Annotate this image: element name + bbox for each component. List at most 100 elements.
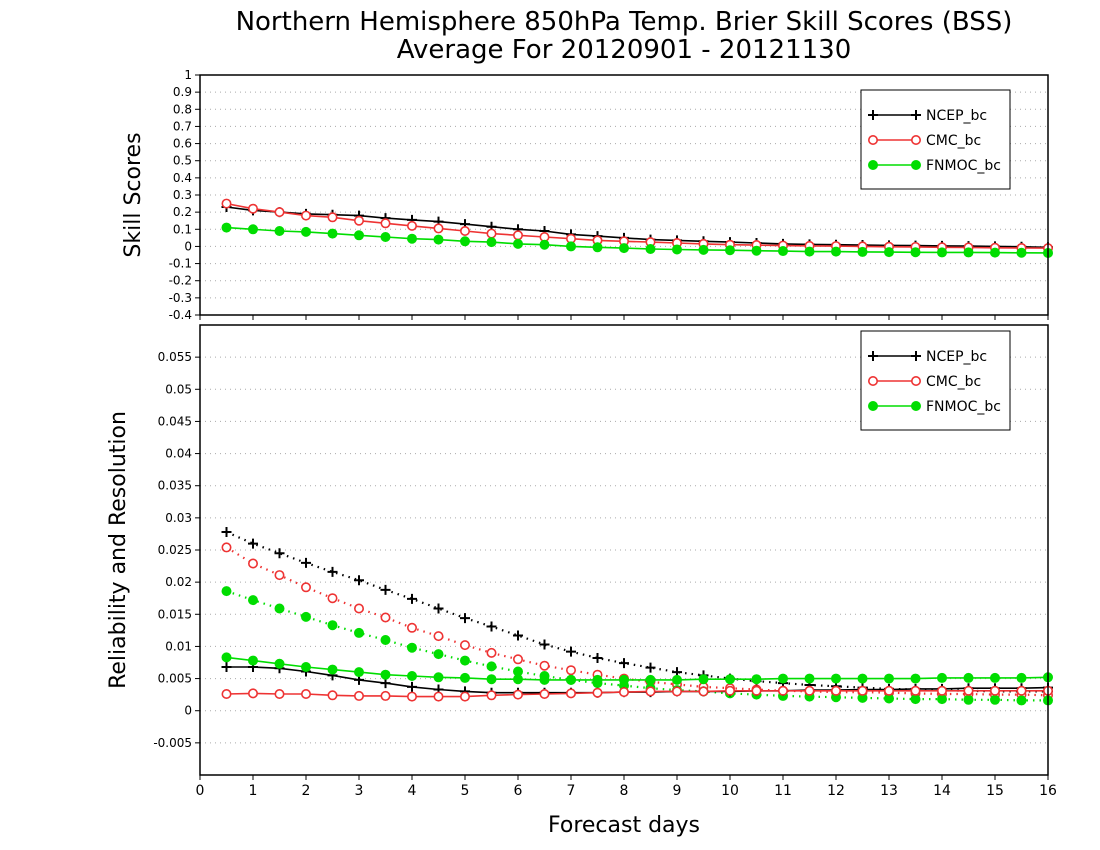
data-point: [539, 688, 550, 699]
legend-marker: [868, 401, 878, 411]
data-point: [221, 527, 232, 537]
legend-marker: [867, 375, 878, 386]
data-point: [963, 694, 974, 705]
data-point: [883, 685, 894, 696]
y-tick-label: 0.005: [158, 672, 192, 686]
data-point: [274, 570, 285, 581]
data-point: [672, 244, 682, 255]
data-point: [486, 661, 497, 672]
data-point: [301, 557, 311, 568]
y-tick-label: 0.015: [158, 607, 192, 621]
data-point: [248, 655, 258, 666]
data-point: [963, 672, 974, 683]
skill-scores-panel: -0.4 -0.3 -0.2 -0.1 0 0.1 0.2 0.3 0.4 0.5 0.6 0.7 0.…: [169, 68, 1054, 322]
y-tick-label: 0.025: [158, 543, 192, 557]
data-point: [407, 233, 417, 244]
legend-marker: [910, 135, 921, 146]
data-point: [512, 230, 523, 241]
data-point: [830, 685, 841, 696]
data-point: [1016, 695, 1027, 706]
y-tick-label: 0.8: [173, 102, 192, 116]
data-point: [539, 639, 550, 650]
data-point: [433, 603, 444, 614]
y-tick-label: -0.2: [169, 274, 192, 288]
data-point: [698, 674, 709, 685]
data-point: [221, 542, 232, 553]
data-point: [592, 674, 603, 685]
data-point: [433, 234, 444, 245]
data-point: [910, 685, 921, 696]
series-line: [226, 590, 1048, 702]
data-point: [645, 244, 656, 254]
data-point: [512, 689, 523, 700]
data-point: [354, 230, 364, 241]
data-point: [274, 207, 285, 218]
data-point: [248, 203, 259, 214]
data-point: [433, 672, 444, 683]
y-tick-label: -0.005: [153, 736, 192, 750]
data-point: [592, 687, 603, 698]
data-point: [327, 690, 338, 701]
data-point: [406, 691, 417, 702]
data-point: [380, 690, 391, 701]
data-point: [565, 665, 576, 676]
data-point: [221, 198, 232, 209]
x-axis-label: Forecast days: [548, 813, 700, 838]
x-tick-label: 9: [673, 783, 682, 799]
data-point: [937, 672, 947, 683]
y-axis-label-reliability: Reliability and Resolution: [106, 411, 131, 689]
legend-marker: [911, 351, 921, 361]
legend-label: NCEP_bc: [926, 349, 987, 365]
data-point: [433, 223, 444, 234]
data-point: [645, 674, 656, 685]
data-point: [354, 627, 364, 638]
data-point: [486, 228, 497, 239]
data-point: [301, 226, 311, 237]
data-point: [725, 245, 735, 256]
legend-label: NCEP_bc: [926, 108, 987, 124]
legend-marker: [911, 160, 921, 170]
series-FNMOC_bc-dotted: [221, 586, 1053, 706]
data-point: [990, 247, 1000, 258]
data-point: [963, 685, 974, 696]
data-point: [804, 685, 815, 696]
data-point: [248, 595, 258, 606]
x-tick-label: 12: [827, 783, 845, 799]
x-tick-label: 13: [880, 783, 898, 799]
x-tick-label: 7: [567, 783, 576, 799]
data-point: [990, 672, 1000, 683]
data-point: [698, 244, 709, 255]
data-point: [274, 603, 285, 614]
data-point: [406, 220, 417, 231]
y-tick-label: 0: [184, 704, 192, 718]
legend-label: CMC_bc: [926, 133, 981, 149]
data-point: [645, 662, 656, 673]
legend-label: CMC_bc: [926, 374, 981, 390]
data-point: [513, 674, 523, 685]
data-point: [672, 674, 682, 685]
data-point: [221, 586, 232, 597]
data-point: [460, 655, 470, 666]
series-line: [226, 226, 1049, 254]
chart-subtitle: Average For 20120901 - 20121130: [397, 35, 852, 65]
data-point: [300, 210, 311, 221]
y-tick-label: 0.02: [165, 575, 192, 589]
data-point: [459, 691, 470, 702]
data-point: [380, 612, 391, 623]
legend-marker: [868, 110, 878, 120]
plot-frame: [199, 74, 1049, 316]
data-point: [777, 685, 788, 696]
x-tick-label: 3: [355, 783, 364, 799]
y-tick-label: 0.9: [173, 85, 192, 99]
data-point: [221, 662, 232, 672]
x-tick-label: 16: [1039, 783, 1057, 799]
data-point: [539, 660, 550, 671]
data-point: [831, 673, 841, 684]
data-point: [354, 575, 364, 586]
data-point: [407, 671, 417, 681]
reliability-resolution-panel: -0.005 0 0.005 0.01 0.015 0.02 0.025 0.03 0.035 0…: [153, 324, 1057, 799]
data-point: [910, 694, 921, 705]
data-point: [1016, 685, 1027, 696]
series-CMC_bc-dotted: [221, 542, 1054, 701]
